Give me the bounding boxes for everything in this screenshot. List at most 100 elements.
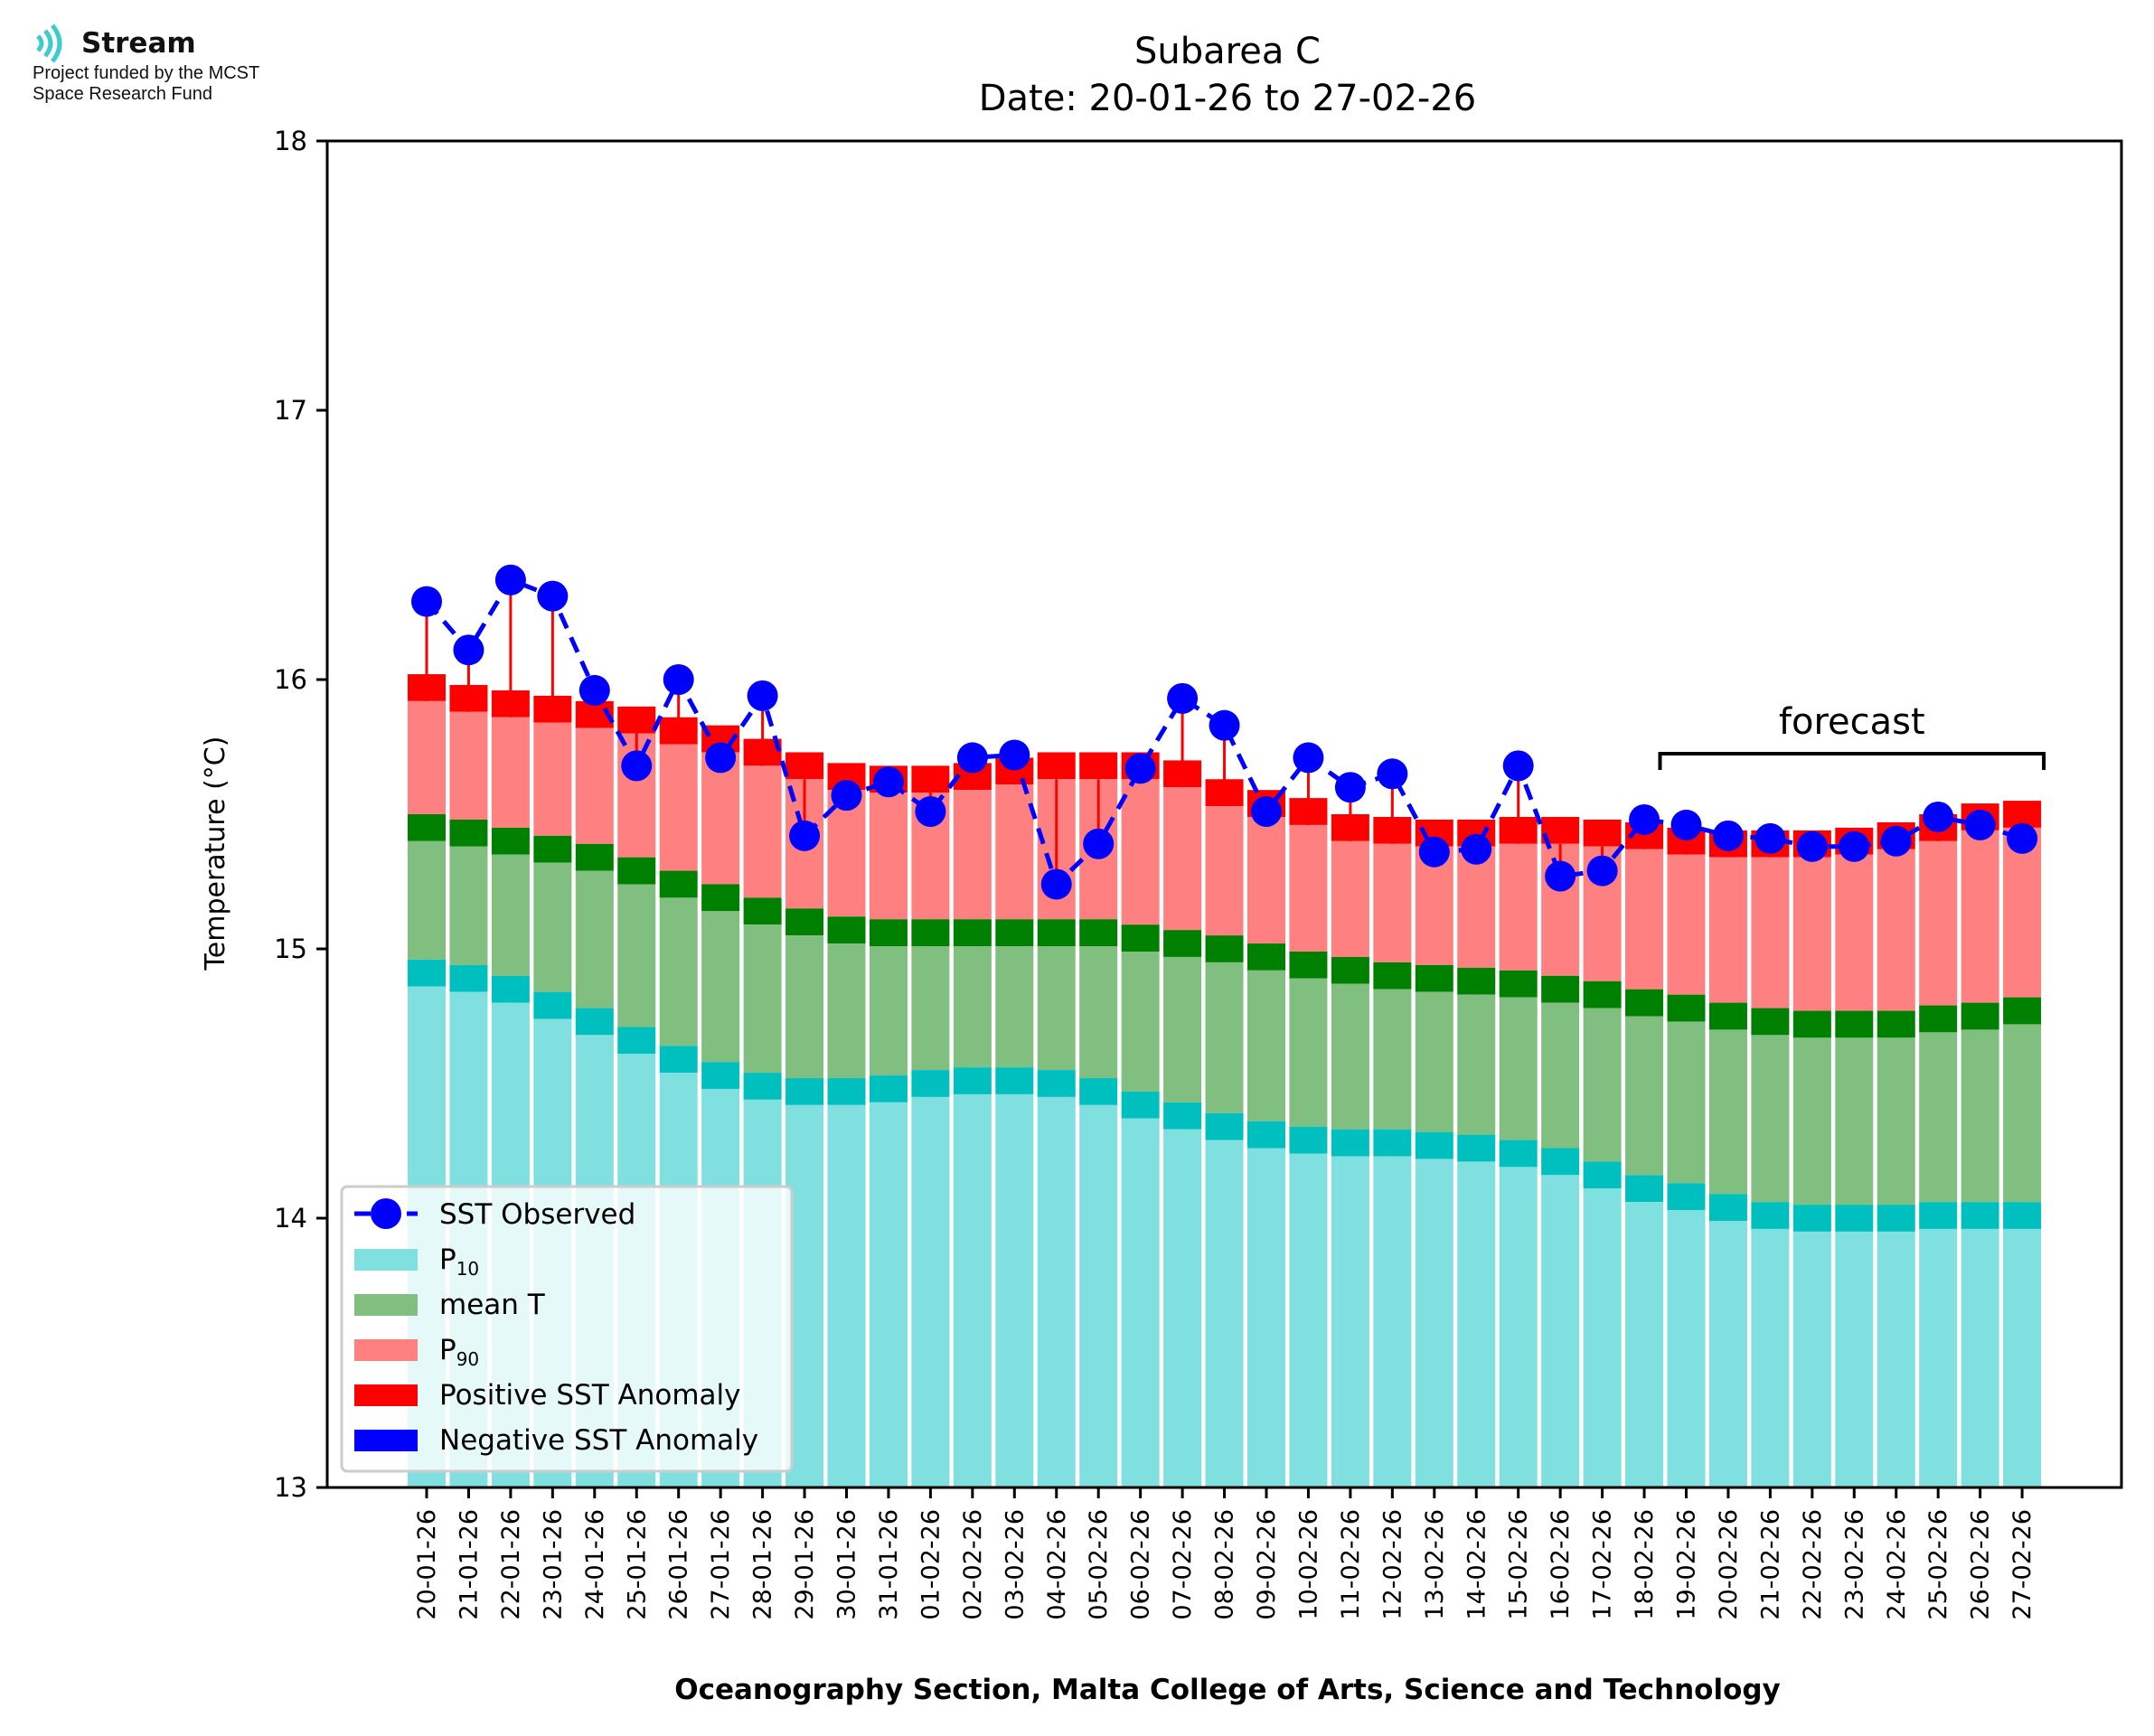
bar-group-10-02-26 <box>1289 798 1328 1487</box>
bar-group-23-02-26 <box>1835 827 1874 1487</box>
legend-item-4: Positive SST Anomaly <box>354 1379 740 1412</box>
sst-observed-point-26-02-26 <box>1964 809 1996 840</box>
sst-observed-point-14-02-26 <box>1461 833 1492 865</box>
bar-p10-cap <box>617 1027 656 1055</box>
x-tick-label-06-02-26: 06-02-26 <box>1127 1509 1155 1620</box>
bar-group-31-01-26 <box>869 765 908 1487</box>
sst-observed-point-20-01-26 <box>411 586 442 617</box>
bar-mean <box>1541 1002 1580 1149</box>
bar-p10-cap <box>827 1078 866 1105</box>
bar-group-20-02-26 <box>1708 830 1747 1487</box>
bar-p90 <box>1121 779 1160 925</box>
x-tick-label-21-02-26: 21-02-26 <box>1756 1509 1784 1620</box>
x-tick-label-26-02-26: 26-02-26 <box>1967 1509 1995 1620</box>
bar-p90 <box>1499 843 1538 971</box>
bar-group-26-02-26 <box>1961 803 1999 1487</box>
bar-p10 <box>1373 1156 1412 1487</box>
x-tick-label-21-01-26: 21-01-26 <box>455 1509 483 1620</box>
bar-mean <box>2003 1024 2042 1203</box>
bar-mean-cap <box>1541 975 1580 1003</box>
observed-series-layer <box>411 564 2038 900</box>
bar-p10 <box>995 1093 1034 1487</box>
bar-mean-cap <box>1037 919 1076 947</box>
bar-p90 <box>2003 827 2042 998</box>
bar-p10-cap <box>1373 1129 1412 1157</box>
bar-p90 <box>659 744 698 871</box>
bar-group-27-02-26 <box>2003 801 2042 1487</box>
x-tick-label-05-02-26: 05-02-26 <box>1085 1509 1113 1620</box>
bar-p10 <box>1415 1159 1453 1487</box>
bar-mean <box>1499 997 1538 1140</box>
forecast-bracket <box>1658 752 2046 770</box>
bar-mean-cap <box>869 919 908 947</box>
legend-label: Positive SST Anomaly <box>439 1379 740 1412</box>
sst-observed-point-25-02-26 <box>1923 801 1954 832</box>
bar-mean <box>1037 946 1076 1071</box>
sst-observed-point-23-01-26 <box>537 580 569 612</box>
x-tick-label-20-02-26: 20-02-26 <box>1715 1509 1743 1620</box>
bar-p10-cap <box>701 1062 740 1089</box>
y-tick-label-15: 15 <box>274 934 307 964</box>
bar-mean <box>575 870 614 1009</box>
bar-p10-cap <box>1415 1131 1453 1159</box>
legend-item-2: mean T <box>354 1289 546 1321</box>
bar-group-30-01-26 <box>827 763 866 1487</box>
x-tick-label-25-01-26: 25-01-26 <box>623 1509 651 1620</box>
bar-mean-cap <box>1457 967 1496 995</box>
bar-group-02-02-26 <box>953 763 992 1487</box>
bar-p10-cap <box>1919 1202 1958 1229</box>
bar-mean-cap <box>1667 994 1706 1022</box>
bar-p10-cap <box>449 964 488 992</box>
bar-p10-cap <box>995 1067 1034 1094</box>
legend-swatch <box>354 1339 418 1361</box>
bar-p10 <box>1499 1167 1538 1487</box>
bar-p10-cap <box>1625 1175 1664 1203</box>
bar-p10-cap <box>1583 1161 1622 1189</box>
x-tick-label-13-02-26: 13-02-26 <box>1421 1509 1449 1620</box>
bar-p10 <box>2003 1228 2042 1487</box>
bar-p90 <box>953 790 992 920</box>
bar-mean <box>1835 1037 1874 1206</box>
bar-mean-cap <box>1919 1005 1958 1033</box>
bar-p10 <box>1457 1161 1496 1487</box>
bar-p10-cap <box>1835 1205 1874 1232</box>
sst-observed-point-21-02-26 <box>1754 822 1786 854</box>
sst-observed-point-08-02-26 <box>1209 709 1240 741</box>
x-tick-label-08-02-26: 08-02-26 <box>1211 1509 1239 1620</box>
legend-marker-swatch <box>371 1198 401 1229</box>
bar-p10 <box>1205 1140 1244 1487</box>
bar-p10-cap <box>533 991 572 1019</box>
bar-mean-cap <box>2003 997 2042 1025</box>
axes-layer: 13 14 15 16 17 18 20-01-26 21-01-26 22-01-26 23-0… <box>274 126 2123 1620</box>
bar-p10-cap <box>659 1046 698 1074</box>
x-tick-label-03-02-26: 03-02-26 <box>1001 1509 1029 1620</box>
bar-group-06-02-26 <box>1121 752 1160 1487</box>
bar-p10 <box>1751 1228 1790 1487</box>
sst-observed-point-27-01-26 <box>705 742 737 774</box>
bar-mean-cap <box>911 919 950 947</box>
x-tick-label-31-01-26: 31-01-26 <box>875 1509 903 1620</box>
sst-observed-point-30-01-26 <box>831 780 862 812</box>
sst-observed-point-22-01-26 <box>494 564 526 596</box>
bar-group-21-02-26 <box>1751 830 1790 1487</box>
bar-p90 <box>1667 854 1706 995</box>
bar-group-24-02-26 <box>1877 821 1915 1487</box>
bar-p10 <box>1961 1228 1999 1487</box>
bar-p10 <box>1625 1202 1664 1487</box>
bar-group-17-02-26 <box>1583 819 1622 1487</box>
sst-observed-point-21-01-26 <box>453 634 484 666</box>
bar-p10-cap <box>1289 1126 1328 1154</box>
bar-p90 <box>869 793 908 920</box>
bar-p10 <box>1121 1118 1160 1487</box>
bar-mean <box>869 946 908 1076</box>
legend-label: Negative SST Anomaly <box>439 1424 758 1457</box>
bar-p90 <box>1792 857 1831 1011</box>
bar-p10-cap <box>911 1070 950 1097</box>
bar-mean <box>1877 1037 1915 1206</box>
sst-observed-point-15-02-26 <box>1502 750 1534 782</box>
bar-mean <box>1289 978 1328 1127</box>
bar-p10-cap <box>743 1073 782 1100</box>
bar-p10 <box>827 1104 866 1487</box>
y-tick-label-13: 13 <box>274 1472 307 1503</box>
bar-p90 <box>1919 840 1958 1006</box>
